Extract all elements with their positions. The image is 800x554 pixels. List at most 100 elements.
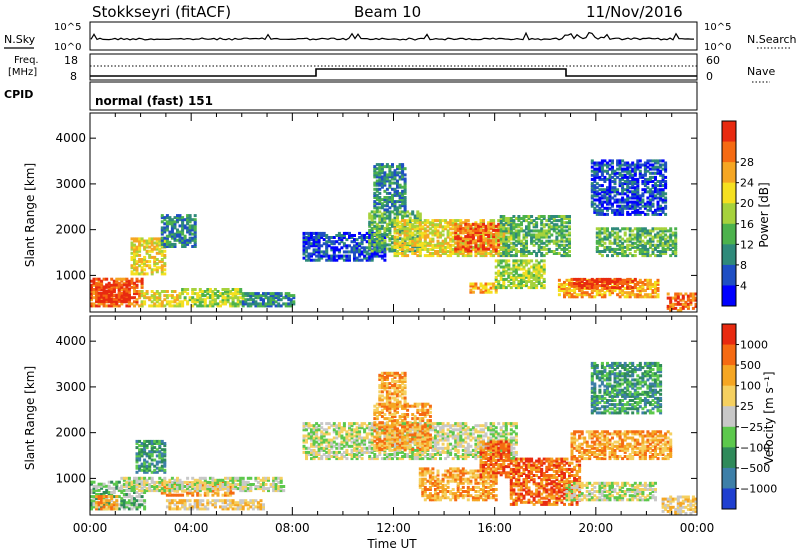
data-cell: [659, 184, 663, 188]
data-cell: [479, 222, 483, 226]
data-cell: [135, 478, 139, 482]
data-cell: [585, 291, 589, 295]
data-cell: [535, 284, 539, 288]
data-cell: [138, 439, 142, 443]
data-cell: [477, 235, 480, 239]
data-cell: [97, 297, 101, 301]
data-cell: [143, 476, 147, 480]
data-cell: [633, 173, 637, 177]
data-cell: [522, 241, 526, 245]
data-cell: [401, 219, 405, 223]
data-cell: [135, 480, 139, 484]
data-cell: [102, 299, 106, 303]
data-cell: [643, 247, 647, 251]
data-cell: [145, 241, 149, 245]
data-cell: [522, 267, 526, 271]
data-cell: [401, 216, 405, 220]
data-cell: [471, 245, 475, 249]
data-cell: [648, 175, 652, 179]
data-cell: [236, 296, 240, 300]
data-cell: [664, 169, 668, 173]
data-cell: [368, 220, 372, 224]
data-cell: [105, 300, 109, 304]
data-cell: [360, 240, 364, 244]
data-cell: [643, 289, 647, 293]
data-cell: [181, 218, 185, 222]
data-cell: [525, 235, 528, 239]
data-cell: [363, 246, 367, 250]
data-cell: [150, 247, 154, 251]
data-cell: [664, 184, 668, 188]
data-cell: [479, 284, 483, 288]
data-cell: [107, 292, 111, 296]
data-cell: [517, 282, 521, 285]
data-cell: [393, 227, 397, 231]
data-cell: [140, 476, 144, 480]
data-cell: [135, 300, 139, 304]
data-cell: [489, 286, 493, 290]
data-cell: [130, 485, 134, 488]
data-cell: [246, 292, 250, 296]
data-cell: [638, 173, 642, 177]
data-cell: [537, 231, 541, 235]
data-cell: [208, 302, 212, 306]
data-cell: [628, 247, 632, 251]
data-cell: [484, 245, 488, 249]
data-cell: [535, 223, 539, 227]
data-cell: [563, 285, 566, 288]
data-cell: [160, 304, 164, 308]
data-cell: [90, 304, 93, 308]
data-cell: [464, 247, 468, 251]
data-cell: [183, 224, 187, 228]
data-cell: [127, 297, 131, 301]
data-cell: [158, 296, 162, 300]
data-cell: [191, 507, 195, 511]
data-cell: [545, 235, 549, 239]
data-cell: [648, 198, 652, 202]
data-cell: [373, 252, 377, 256]
data-cell: [664, 229, 668, 233]
data-cell: [497, 239, 501, 243]
data-cell: [608, 159, 612, 163]
data-cell: [520, 229, 523, 233]
data-cell: [398, 221, 402, 225]
data-cell: [117, 507, 121, 511]
data-cell: [236, 505, 240, 509]
data-cell: [193, 302, 197, 306]
data-cell: [504, 269, 508, 273]
data-cell: [542, 259, 546, 263]
data-cell: [188, 236, 192, 240]
data-cell: [327, 236, 331, 239]
data-cell: [651, 235, 655, 239]
data-cell: [568, 287, 571, 290]
data-cell: [358, 248, 362, 252]
data-cell: [183, 242, 187, 246]
data-cell: [502, 269, 506, 273]
data-cell: [590, 169, 594, 173]
data-cell: [385, 247, 389, 251]
data-cell: [623, 198, 627, 202]
data-cell: [643, 182, 647, 186]
data-cell: [679, 309, 683, 312]
data-cell: [514, 239, 518, 243]
data-cell: [638, 227, 642, 231]
data-cell: [648, 280, 652, 284]
data-cell: [208, 288, 212, 291]
data-cell: [603, 229, 607, 233]
data-cell: [525, 215, 528, 218]
data-cell: [623, 188, 627, 192]
data-cell: [656, 227, 660, 231]
data-cell: [401, 191, 405, 195]
data-cell: [497, 235, 501, 239]
data-cell: [170, 507, 174, 511]
data-cell: [396, 181, 399, 185]
data-cell: [378, 224, 382, 228]
data-cell: [487, 239, 491, 243]
data-cell: [416, 250, 420, 253]
data-cell: [535, 233, 539, 237]
data-cell: [628, 196, 632, 200]
data-cell: [262, 505, 265, 509]
data-cell: [393, 229, 397, 233]
data-cell: [231, 501, 235, 505]
data-cell: [479, 288, 483, 292]
